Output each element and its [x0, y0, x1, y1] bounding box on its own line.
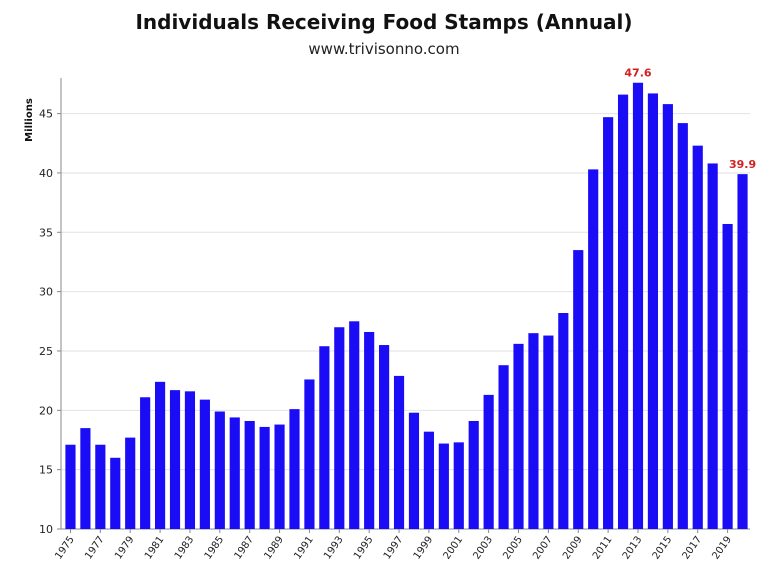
- bar-1986: [229, 417, 240, 529]
- x-tick-label: 1983: [173, 534, 197, 561]
- bar-1985: [214, 411, 225, 529]
- x-tick-label: 2009: [561, 534, 585, 561]
- bar-1994: [349, 321, 360, 529]
- bar-2001: [453, 442, 464, 529]
- x-tick-label: 1975: [53, 534, 77, 561]
- x-tick-label: 2017: [681, 534, 705, 561]
- y-tick-label: 15: [39, 464, 53, 477]
- bar-1996: [379, 345, 390, 529]
- x-tick-label: 1979: [113, 534, 137, 561]
- bar-1998: [408, 412, 420, 529]
- bar-2018: [707, 163, 718, 529]
- bar-2017: [692, 145, 703, 529]
- bar-2002: [468, 420, 479, 529]
- bar-1981: [154, 381, 166, 529]
- bar-1995: [364, 331, 375, 529]
- bar-2008: [558, 312, 569, 529]
- x-tick-label: 2001: [442, 534, 466, 561]
- y-tick-label: 30: [39, 286, 53, 299]
- y-tick-label: 20: [39, 404, 53, 417]
- bar-2009: [573, 250, 584, 529]
- bar-1983: [184, 391, 196, 529]
- bar-1988: [259, 426, 270, 529]
- x-tick-label: 2015: [651, 534, 675, 561]
- x-tick-label: 2019: [710, 534, 734, 561]
- data-label: 39.9: [729, 158, 756, 171]
- bar-2013: [632, 82, 644, 529]
- bar-2012: [617, 94, 629, 530]
- bar-1990: [289, 409, 300, 529]
- x-tick-label: 1997: [382, 534, 406, 561]
- bar-1997: [393, 375, 405, 529]
- bar-1979: [125, 437, 136, 529]
- bar-1978: [110, 457, 121, 529]
- bar-2007: [543, 335, 554, 529]
- x-tick-label: 1977: [83, 534, 107, 561]
- bar-1991: [304, 379, 315, 529]
- y-axis-label: Millions: [24, 98, 35, 142]
- bar-2000: [438, 443, 449, 529]
- bar-1976: [80, 428, 91, 529]
- x-tick-label: 2013: [621, 534, 645, 561]
- x-tick-label: 2007: [531, 534, 555, 561]
- bar-1989: [274, 424, 285, 529]
- x-tick-label: 2003: [471, 534, 495, 561]
- bar-1982: [169, 390, 181, 529]
- bar-2006: [528, 333, 539, 529]
- bar-2019: [722, 223, 733, 530]
- bar-1999: [423, 431, 434, 529]
- bar-2016: [677, 123, 688, 529]
- bar-2003: [483, 394, 494, 529]
- bar-1992: [319, 346, 330, 529]
- bar-2005: [513, 343, 524, 529]
- x-tick-label: 1987: [233, 534, 257, 561]
- bar-1980: [140, 397, 151, 529]
- x-tick-label: 1993: [322, 534, 346, 561]
- x-tick-label: 1989: [262, 534, 286, 561]
- bar-1987: [244, 420, 255, 529]
- bar-2010: [588, 169, 599, 529]
- chart-title: Individuals Receiving Food Stamps (Annua…: [135, 10, 633, 34]
- x-tick-label: 2011: [591, 534, 615, 561]
- bar-2020: [737, 174, 748, 529]
- bar-2015: [662, 104, 673, 529]
- bar-2011: [603, 117, 614, 530]
- y-tick-label: 40: [39, 167, 53, 180]
- y-tick-label: 10: [39, 523, 53, 536]
- bar-1993: [334, 327, 345, 529]
- data-label: 47.6: [624, 67, 651, 80]
- x-tick-label: 1995: [352, 534, 376, 561]
- x-tick-label: 1999: [412, 534, 436, 561]
- bar-1977: [95, 444, 106, 529]
- y-tick-label: 35: [39, 226, 53, 239]
- bar-1984: [199, 399, 210, 529]
- bar-1975: [65, 444, 76, 529]
- bar-2004: [498, 365, 509, 529]
- x-tick-label: 1981: [143, 534, 167, 561]
- bar-2014: [647, 93, 659, 529]
- y-tick-label: 25: [39, 345, 53, 358]
- x-tick-label: 2005: [501, 534, 525, 561]
- x-tick-label: 1991: [292, 534, 316, 561]
- x-tick-label: 1985: [203, 534, 227, 561]
- y-tick-label: 45: [39, 108, 53, 121]
- chart-subtitle: www.trivisonno.com: [308, 40, 460, 58]
